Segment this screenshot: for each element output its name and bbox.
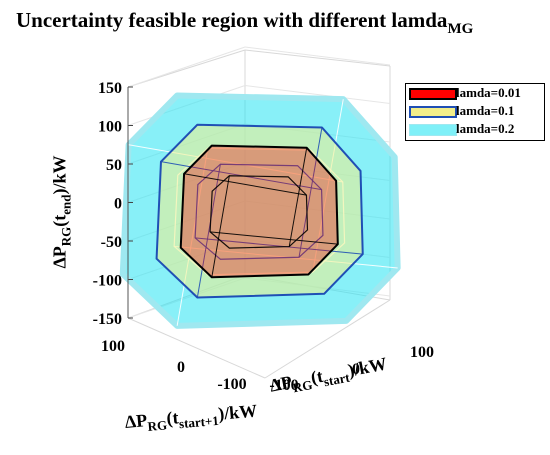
- z-tick-label: -150: [93, 311, 122, 328]
- z-tick-label: -100: [93, 273, 122, 290]
- legend-swatch: [409, 124, 457, 136]
- legend-item-lamda-0.1: lamda=0.1: [409, 103, 541, 120]
- z-tick-label: 0: [114, 196, 122, 213]
- box-edge: [127, 317, 266, 379]
- facet-edge: [211, 175, 230, 278]
- facet-edge: [209, 175, 309, 249]
- z-gridline: [127, 46, 246, 88]
- box-edge: [244, 49, 391, 67]
- legend-swatch: [409, 106, 457, 118]
- z-gridline: [244, 85, 391, 104]
- facet-edge: [195, 237, 363, 255]
- x-tick-label: -100: [269, 377, 298, 394]
- z-tick-label: 100: [98, 119, 122, 136]
- chart-legend: lamda=0.01 lamda=0.1 lamda=0.2: [405, 83, 545, 141]
- x-tick-label: 0: [352, 361, 360, 378]
- facet-edge: [210, 231, 338, 245]
- chart-title: Uncertainty feasible region with differe…: [16, 8, 474, 37]
- y-tick-label: 100: [101, 338, 125, 355]
- z-tick-label: -50: [101, 234, 122, 251]
- legend-label: lamda=0.1: [456, 103, 515, 118]
- legend-label: lamda=0.01: [456, 85, 521, 100]
- legend-label: lamda=0.2: [456, 121, 515, 136]
- facet-edge: [298, 127, 323, 258]
- x-tick-label: 100: [410, 344, 434, 361]
- facet-edge: [288, 147, 308, 247]
- facet-edge: [183, 173, 307, 196]
- polytope-lamda=0.01: [179, 144, 339, 279]
- y-tick-label: -100: [217, 376, 246, 393]
- facet-edge: [194, 163, 324, 260]
- z-tick-label: 150: [98, 80, 122, 97]
- y-tick-label: 0: [177, 359, 185, 376]
- legend-item-lamda-0.01: lamda=0.01: [409, 85, 541, 102]
- z-gridline: [244, 46, 391, 66]
- z-axis-label: ΔPRG(tend)/kW: [49, 155, 74, 269]
- box-edge: [264, 299, 391, 379]
- legend-swatch: [409, 88, 457, 100]
- facet-edge: [196, 164, 221, 298]
- legend-item-lamda-0.2: lamda=0.2: [409, 121, 541, 138]
- z-tick-label: 50: [106, 157, 122, 174]
